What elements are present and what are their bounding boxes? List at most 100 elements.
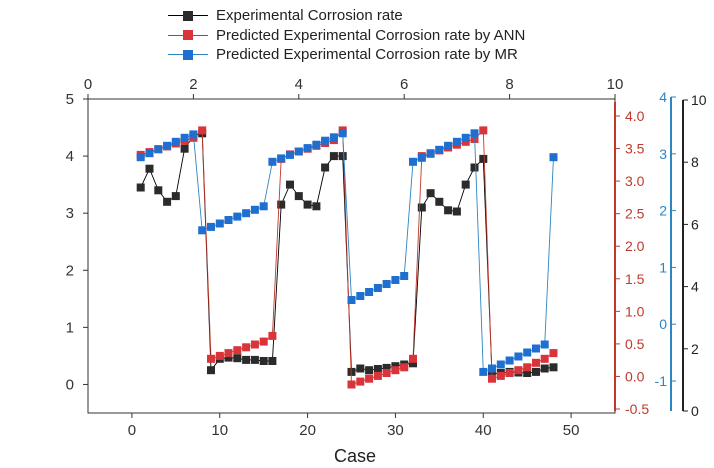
data-point	[444, 206, 453, 215]
x-bottom-tick-label: 30	[387, 422, 404, 439]
series-line	[140, 129, 554, 386]
data-point	[532, 358, 540, 367]
series-mr	[136, 129, 558, 376]
y-ann-tick-label: 0.0	[625, 368, 645, 384]
y-mr-tick-label: 1	[659, 259, 667, 275]
data-point	[224, 353, 233, 362]
data-point	[259, 357, 268, 365]
data-point	[347, 380, 356, 389]
data-point	[154, 145, 163, 154]
data-point	[470, 163, 479, 172]
legend-item-mr: Predicted Experimental Corrosion rate by…	[168, 45, 525, 65]
data-point	[189, 130, 198, 139]
data-point	[532, 367, 540, 376]
data-point	[242, 355, 251, 364]
data-point	[549, 349, 558, 358]
x-top-tick-label: 10	[607, 76, 624, 93]
y-ann-tick-label: 3.0	[625, 173, 645, 189]
data-point	[233, 354, 242, 363]
data-point	[259, 337, 268, 346]
y-left-tick-label: 5	[66, 91, 74, 108]
x-top-tick-label: 6	[400, 76, 408, 93]
data-point	[268, 331, 277, 340]
data-point	[505, 369, 514, 377]
x-top-tick-label: 0	[84, 76, 92, 93]
data-point	[277, 200, 286, 209]
data-point	[250, 205, 259, 214]
legend-item-experimental: Experimental Corrosion rate	[168, 6, 525, 26]
y-outer-tick-label: 4	[691, 279, 699, 295]
data-point	[373, 371, 382, 380]
legend-label-experimental: Experimental Corrosion rate	[216, 7, 403, 24]
data-point	[338, 152, 347, 161]
data-point	[242, 209, 251, 218]
data-point	[540, 340, 549, 349]
legend-item-ann: Predicted Experimental Corrosion rate by…	[168, 26, 525, 46]
data-point	[514, 352, 523, 361]
data-point	[461, 180, 470, 189]
x-axis-label: Case	[334, 446, 376, 466]
data-point	[321, 136, 330, 145]
y-left-tick-label: 4	[66, 148, 74, 165]
data-point	[286, 180, 294, 189]
data-point	[215, 351, 224, 360]
data-point	[303, 144, 312, 153]
data-point	[207, 366, 215, 375]
data-point	[163, 141, 172, 150]
y-left-tick-label: 3	[66, 205, 74, 222]
data-point	[224, 349, 233, 358]
axes-layer: 0 10 20 30 40 500 2 4 6 8 10012345-0.50.00.51.01.5…	[66, 76, 707, 439]
data-point	[426, 189, 435, 198]
legend-swatch-ann	[168, 29, 208, 41]
x-top-tick-label: 8	[505, 76, 513, 93]
data-point	[347, 296, 356, 304]
data-point	[136, 153, 145, 162]
y-ann-tick-label: 1.0	[625, 303, 645, 319]
data-point	[207, 354, 215, 363]
y-left-tick-label: 1	[66, 319, 74, 336]
data-point	[470, 129, 479, 138]
y-left-tick-label: 0	[66, 376, 74, 393]
y-mr-tick-label: 3	[659, 146, 667, 162]
data-point	[329, 152, 338, 161]
data-point	[294, 147, 303, 156]
data-point	[523, 369, 532, 377]
x-bottom-tick-label: 40	[475, 422, 492, 439]
y-ann-tick-label: 4.0	[625, 108, 645, 124]
data-point	[312, 202, 321, 211]
y-outer-tick-label: 10	[691, 92, 707, 108]
data-point	[409, 354, 417, 363]
data-point	[259, 202, 268, 211]
data-point	[479, 367, 488, 376]
data-point	[163, 197, 172, 206]
data-point	[365, 288, 374, 296]
y-mr-tick-label: 0	[659, 316, 667, 332]
y-left-tick-label: 2	[66, 262, 74, 279]
x-top-tick-label: 2	[189, 76, 197, 93]
y-ann-tick-label: 3.5	[625, 141, 645, 157]
data-point	[233, 346, 242, 355]
y-ann-tick-label: 0.5	[625, 336, 645, 352]
data-point	[329, 133, 338, 142]
data-point	[444, 141, 453, 150]
data-point	[479, 126, 488, 135]
data-point	[373, 365, 382, 373]
data-point	[540, 354, 549, 363]
data-point	[400, 272, 409, 280]
y-outer-tick-label: 2	[691, 341, 699, 357]
legend-swatch-mr	[168, 49, 208, 61]
data-point	[382, 363, 391, 372]
data-point	[382, 369, 391, 377]
data-point	[198, 126, 207, 135]
data-point	[286, 150, 294, 159]
y-mr-tick-label: -1	[655, 373, 668, 389]
data-point	[488, 374, 496, 383]
y-mr-tick-label: 4	[659, 89, 667, 105]
data-point	[224, 216, 233, 224]
x-bottom-tick-label: 0	[128, 422, 136, 439]
y-outer-tick-label: 8	[691, 154, 699, 170]
data-point	[373, 284, 382, 292]
data-point	[435, 145, 444, 154]
data-point	[382, 280, 391, 288]
data-point	[171, 192, 180, 201]
